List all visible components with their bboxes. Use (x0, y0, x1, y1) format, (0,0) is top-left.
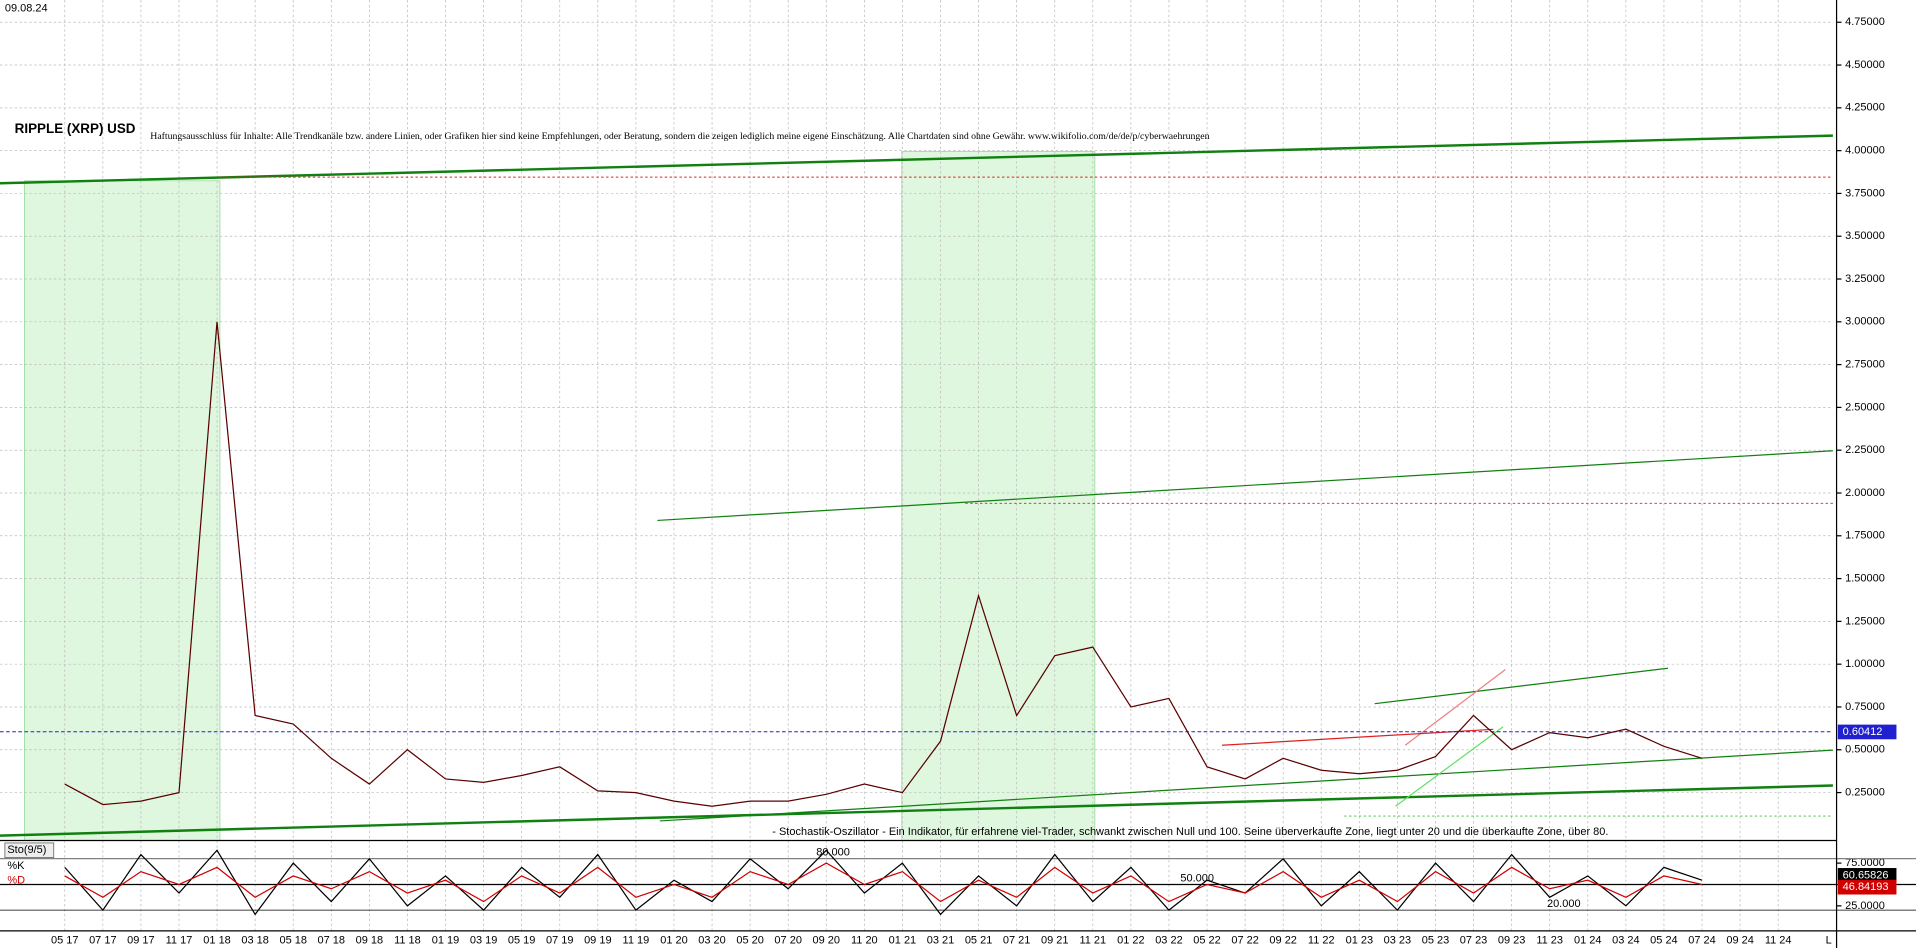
y-tick-label: 0.25000 (1845, 786, 1885, 798)
x-tick-label: 03 19 (470, 935, 498, 947)
trend-line (0, 784, 1833, 837)
x-tick-label: 07 17 (89, 935, 117, 947)
x-tick-label: 09 22 (1269, 935, 1297, 947)
x-tick-label: 11 21 (1079, 935, 1106, 947)
x-tick-label: 07 24 (1688, 935, 1716, 947)
x-tick-label: 11 18 (394, 935, 421, 947)
x-tick-label: 09 19 (584, 935, 612, 947)
value-label: 60.65826 (1843, 869, 1889, 881)
series-line (64, 849, 1703, 916)
y-tick-label: 2.25000 (1845, 444, 1885, 456)
x-tick-label: 07 23 (1460, 935, 1488, 947)
y-tick-label: 3.75000 (1845, 187, 1885, 199)
x-tick-label: 03 23 (1384, 935, 1412, 947)
x-tick-label: 09 21 (1041, 935, 1069, 947)
x-tick-label: 01 18 (203, 935, 231, 947)
x-tick-label: 11 20 (851, 935, 878, 947)
x-tick-label: 01 24 (1574, 935, 1602, 947)
x-tick-label: 05 24 (1650, 935, 1678, 947)
x-tick-label: 01 23 (1346, 935, 1374, 947)
x-tick-label: 11 24 (1765, 935, 1792, 947)
y-tick-label: 1.75000 (1845, 530, 1885, 542)
series-line (64, 862, 1703, 903)
trend-line (0, 134, 1833, 185)
x-tick-label: 09 24 (1726, 935, 1754, 947)
y-tick-label: 2.75000 (1845, 359, 1885, 371)
x-tick-label: 05 21 (965, 935, 993, 947)
value-box (1837, 724, 1897, 740)
disclaimer: Haftungsausschluss für Inhalte: Alle Tre… (150, 131, 1209, 142)
value-label: 0.60412 (1843, 726, 1883, 738)
y-tick-label: 0.50000 (1845, 744, 1885, 756)
level-label: 50.000 (1180, 872, 1214, 884)
y-tick-label: 4.50000 (1845, 59, 1885, 71)
indicator-title: Sto(9/5) (7, 844, 46, 856)
level-label: 20.000 (1547, 898, 1581, 910)
x-tick-label: 07 21 (1003, 935, 1031, 947)
trend-line (657, 450, 1833, 522)
x-tick-label: 07 18 (318, 935, 346, 947)
x-tick-label: 05 17 (51, 935, 79, 947)
y-tick-label: 3.25000 (1845, 273, 1885, 285)
y-tick-label: 1.50000 (1845, 572, 1885, 584)
x-tick-label: 11 23 (1536, 935, 1563, 947)
x-tick-label: 05 18 (279, 935, 307, 947)
y-tick-label: 2.50000 (1845, 401, 1885, 413)
value-box (1837, 879, 1897, 895)
x-tick-label: 01 19 (432, 935, 460, 947)
chart-title: RIPPLE (XRP) USD (15, 121, 136, 136)
x-tick-label: 03 21 (927, 935, 955, 947)
x-tick-label: 03 24 (1612, 935, 1640, 947)
date: 09.08.24 (5, 2, 48, 14)
x-tick-label: 01 20 (660, 935, 688, 947)
y-tick-label: 1.00000 (1845, 658, 1885, 670)
trend-line (659, 749, 1833, 822)
corner-label: L (1826, 935, 1832, 947)
annotation: - Stochastik-Oszillator - Ein Indikator,… (772, 826, 1608, 838)
trend-line (1374, 667, 1669, 705)
x-tick-label: 09 17 (127, 935, 155, 947)
y-tick-label: 3.50000 (1845, 230, 1885, 242)
x-tick-label: 05 23 (1422, 935, 1450, 947)
x-tick-label: 01 21 (889, 935, 917, 947)
grid (0, 0, 1833, 931)
y-tick-label: 25.0000 (1845, 900, 1885, 912)
x-tick-label: 07 19 (546, 935, 574, 947)
zone (24, 180, 221, 841)
x-tick-label: 11 22 (1308, 935, 1335, 947)
x-tick-label: 11 19 (623, 935, 650, 947)
x-tick-label: 07 20 (774, 935, 802, 947)
value-label: 46.84193 (1843, 881, 1889, 893)
legend-label: %K (7, 860, 25, 872)
series-line (64, 321, 1703, 807)
y-tick-label: 75.0000 (1845, 857, 1885, 869)
y-tick-label: 4.00000 (1845, 145, 1885, 157)
x-tick-label: 05 22 (1193, 935, 1221, 947)
y-tick-label: 4.75000 (1845, 16, 1885, 28)
y-tick-label: 1.25000 (1845, 615, 1885, 627)
x-tick-label: 05 19 (508, 935, 536, 947)
x-tick-label: 03 22 (1155, 935, 1183, 947)
indicator-box (4, 842, 55, 858)
legend-label: %D (7, 875, 25, 887)
x-tick-label: 09 23 (1498, 935, 1526, 947)
x-tick-label: 11 17 (166, 935, 193, 947)
y-tick-label: 2.00000 (1845, 487, 1885, 499)
trend-line (1395, 726, 1504, 807)
y-tick-label: 0.75000 (1845, 701, 1885, 713)
y-tick-label: 4.25000 (1845, 102, 1885, 114)
trend-line (1404, 668, 1506, 746)
value-box (1837, 868, 1897, 883)
x-tick-label: 09 20 (813, 935, 841, 947)
x-tick-label: 09 18 (356, 935, 384, 947)
x-tick-label: 05 20 (736, 935, 764, 947)
y-tick-label: 3.00000 (1845, 316, 1885, 328)
level-label: 80.000 (816, 847, 850, 859)
x-tick-label: 03 20 (698, 935, 726, 947)
x-tick-label: 03 18 (241, 935, 269, 947)
x-tick-label: 01 22 (1117, 935, 1145, 947)
x-tick-label: 07 22 (1231, 935, 1259, 947)
